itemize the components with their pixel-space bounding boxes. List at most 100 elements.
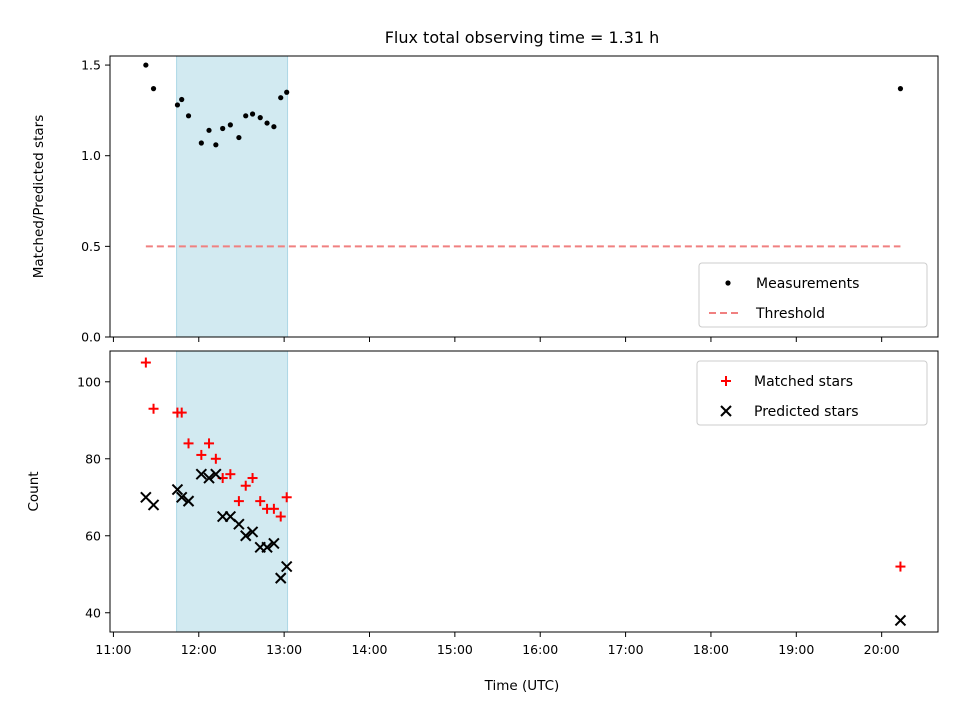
- y-tick-label: 60: [85, 528, 101, 543]
- predicted-stars-point: [240, 530, 252, 542]
- predicted-stars-point-b: [233, 518, 245, 530]
- measurements-point: [257, 115, 263, 121]
- measurements-point: [174, 102, 181, 108]
- ratio-panel-ylabel: Matched/Predicted stars: [31, 115, 47, 278]
- predicted-stars-point-b: [182, 495, 195, 507]
- matched-stars-point: [247, 473, 258, 484]
- x-tick-label: 15:00: [437, 642, 473, 657]
- count-panel-frame: [109, 350, 939, 633]
- count-panel-background: [176, 350, 289, 633]
- matched-stars-point: [148, 403, 159, 414]
- matched-stars-point: [233, 496, 244, 507]
- predicted-stars-point: [210, 468, 222, 480]
- matched-stars-point: [210, 453, 221, 464]
- predicted-stars-point: [175, 491, 188, 503]
- matched-stars-point: [268, 503, 279, 514]
- observing-window-span: [176, 55, 289, 338]
- x-tick-label: 16:00: [522, 642, 558, 657]
- predicted-stars-point-b: [246, 526, 259, 538]
- x-tick-label: 13:00: [266, 642, 302, 657]
- predicted-stars-point-b: [203, 472, 215, 484]
- predicted-stars-point-b: [175, 491, 188, 503]
- measurements-point: [897, 86, 904, 92]
- count-panel: 11:00 12:00 13:00 14:00 15:00 16:00 17:00 18:00…: [26, 350, 939, 657]
- chart-title: Flux total observing time = 1.31 h: [385, 28, 660, 47]
- x-tick-label: 19:00: [778, 642, 814, 657]
- predicted-stars-point-b: [147, 499, 160, 511]
- matched-stars-point: [183, 438, 194, 449]
- measurements-point: [243, 113, 249, 119]
- predicted-stars-point: [246, 526, 259, 538]
- x-tick-label: 12:00: [181, 642, 217, 657]
- predicted-stars-point-b: [210, 468, 222, 480]
- matched-stars-point: [140, 357, 151, 368]
- x-tick-label: 11:00: [95, 642, 131, 657]
- count-panel-data: [140, 357, 907, 627]
- predicted-stars-point-b: [894, 614, 907, 627]
- y-tick-label: 80: [85, 451, 101, 466]
- y-tick-label: 40: [85, 605, 101, 620]
- predicted-stars-point-b: [280, 560, 293, 573]
- count-panel-legend: Matched stars Predicted stars: [696, 360, 928, 426]
- y-tick-label: 0.5: [81, 239, 101, 254]
- count-panel-ticks: 11:00 12:00 13:00 14:00 15:00 16:00 17:00 18:00…: [77, 374, 900, 657]
- measurements-point: [249, 111, 256, 117]
- ratio-panel-frame: [109, 55, 939, 338]
- measurements-point: [278, 95, 284, 101]
- x-axis-label: Time (UTC): [484, 678, 560, 694]
- matched-stars-point: [225, 469, 236, 480]
- legend-swatch-measurements: [725, 280, 731, 286]
- predicted-stars-point: [233, 518, 245, 530]
- measurements-point: [236, 134, 242, 141]
- legend-swatch-matched-stars: [721, 376, 731, 386]
- measurements-point: [227, 122, 233, 128]
- matched-stars-point: [204, 438, 215, 449]
- ratio-panel-legend: Measurements Threshold: [698, 262, 928, 328]
- y-tick-label: 1.0: [81, 148, 101, 163]
- measurements-point: [284, 89, 290, 95]
- legend-label-threshold: Threshold: [755, 306, 825, 322]
- predicted-stars-point: [182, 495, 195, 507]
- measurements-point: [150, 86, 157, 92]
- predicted-stars-point: [195, 468, 208, 480]
- measurements-point: [213, 142, 219, 148]
- predicted-stars-point: [147, 499, 160, 511]
- measurements-point: [271, 124, 277, 130]
- predicted-stars-point-b: [195, 468, 208, 480]
- measurements-point: [185, 113, 192, 119]
- x-tick-label: 17:00: [608, 642, 644, 657]
- predicted-stars-point: [275, 572, 287, 584]
- ratio-panel-ticks: 0.0 0.5 1.0 1.5: [81, 58, 883, 345]
- matched-stars-point: [255, 496, 266, 507]
- matched-stars-point: [240, 480, 251, 491]
- matched-stars-point: [196, 449, 207, 460]
- predicted-stars-point-b: [261, 541, 273, 554]
- predicted-stars-point: [171, 483, 184, 496]
- matched-stars-point: [895, 561, 906, 572]
- measurements-point: [264, 120, 270, 126]
- measurements-point: [198, 140, 204, 146]
- x-tick-label: 20:00: [864, 642, 900, 657]
- measurements-point: [220, 125, 226, 132]
- predicted-stars-point-b: [171, 483, 184, 496]
- matched-stars-point: [281, 492, 292, 503]
- y-tick-label: 1.5: [81, 58, 101, 73]
- predicted-stars-point: [261, 541, 273, 554]
- measurements-point: [206, 127, 212, 133]
- legend-swatch-predicted-stars-b: [720, 405, 732, 417]
- predicted-stars-point-b: [140, 491, 152, 503]
- predicted-stars-point: [280, 560, 293, 573]
- ratio-panel-data: [143, 62, 904, 248]
- observing-window-span: [176, 350, 289, 633]
- ratio-panel-background: [176, 55, 289, 338]
- legend-label-measurements: Measurements: [756, 276, 859, 292]
- predicted-stars-point-b: [268, 537, 280, 550]
- y-tick-label: 0.0: [81, 330, 101, 345]
- matched-stars-point: [176, 407, 187, 418]
- predicted-stars-point-b: [240, 530, 252, 542]
- legend-box: [696, 360, 928, 426]
- ratio-panel: 0.0 0.5 1.0 1.5 Matched/Predicted stars Mea…: [31, 55, 939, 345]
- predicted-stars-point: [268, 537, 280, 550]
- matched-stars-point: [275, 511, 286, 522]
